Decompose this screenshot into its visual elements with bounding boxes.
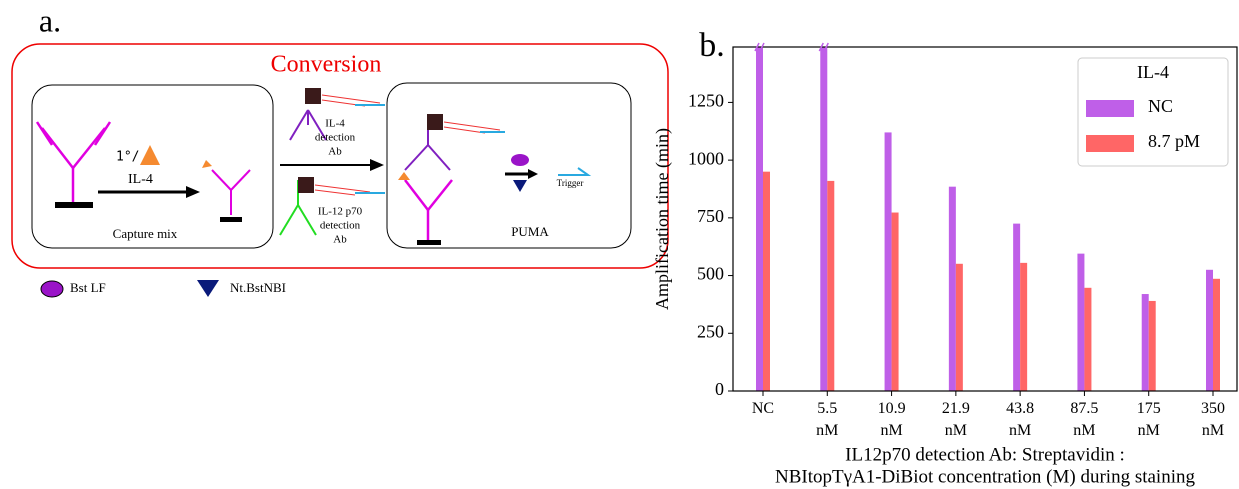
bar [1013,223,1021,391]
arrow-head [370,159,384,171]
capture-label: Capture mix [113,226,178,241]
bar [820,47,828,391]
bar [891,212,899,391]
surface [220,217,242,222]
sandwich-capture [404,179,453,240]
nt-icon [513,180,527,192]
bar [1020,262,1028,391]
bar [1213,278,1220,391]
y-axis-label: Amplification time (min) [652,128,673,310]
legend-label: Nt.BstNBI [230,280,286,295]
arrow-head [528,169,538,179]
legend-label: NC [1148,96,1173,116]
puma-label: PUMA [511,224,549,239]
x-tick-label: 87.5 nM [1070,400,1098,439]
x-tick-label: 21.9 nM [942,400,970,439]
bar [1148,300,1156,391]
panel-label: a. [39,2,61,38]
bar [1141,294,1149,391]
y-tick-label: 750 [697,206,724,226]
x-tick-label: 43.8 nM [1006,400,1034,439]
legend-swatch [1086,100,1134,117]
legend-label: 8.7 pM [1148,131,1200,151]
x-tick-label: 5.5 nM [816,400,838,439]
y-tick-label: 0 [715,379,724,399]
x-tick-label: 175 nM [1137,400,1161,439]
primary-label: 1°/ [116,150,139,165]
bst-icon [40,280,64,298]
il4-ab-line: Ab [328,146,342,158]
bar [948,186,956,391]
axes-frame [732,46,1238,392]
il4-icon [140,145,160,165]
il12-ab-line: detection [320,220,361,232]
sandwich-ab [404,130,451,171]
puma-box [386,82,632,249]
bar [884,132,892,391]
il4-detection-ab [289,109,327,141]
analyte-label: IL-4 [128,172,153,187]
conversion-box [11,43,669,269]
il4-icon [202,160,212,168]
x-axis-label: IL12p70 detection Ab: Streptavidin : [845,444,1125,465]
legend-title: IL-4 [1137,62,1169,82]
trigger-icon [558,167,592,176]
il4-ab-line: detection [315,132,356,144]
bar [955,263,963,391]
surface [417,240,441,245]
oligo [314,184,371,196]
legend-swatch [1086,135,1134,152]
legend-label: Bst LF [70,280,106,295]
x-tick-label: 350 nM [1201,400,1225,439]
oligo [443,121,501,134]
bar [827,180,835,391]
bar [763,171,770,391]
bst-icon [511,154,529,166]
panel-label: b. [699,27,725,64]
axis-break [754,42,765,52]
il4-icon [398,172,410,180]
bar [1084,287,1092,391]
x-tick-label: 10.9 nM [878,400,906,439]
arrow-head [186,186,200,198]
y-tick-label: 1250 [688,91,724,111]
il12-ab-line: IL-12 p70 [318,206,363,218]
surface [55,202,93,208]
x-axis-label: NBItopTγA1-DiBiot concentration (M) duri… [775,466,1195,487]
il4-ab-line: IL-4 [325,118,345,130]
bar [756,47,763,391]
capture-box [31,84,274,249]
y-tick-label: 1000 [688,148,724,168]
conversion-title: Conversion [271,52,382,78]
axis-break [818,42,829,52]
bar [1077,253,1085,391]
streptavidin [305,88,321,104]
y-tick-label: 250 [697,321,724,341]
trigger-label: Trigger [557,178,584,188]
x-tick-label: NC [752,400,774,417]
y-tick-label: 500 [697,264,724,284]
capture-antibody [35,121,112,202]
il12-ab-line: Ab [333,234,347,246]
bar [1206,269,1213,391]
bound-antibody [211,169,251,215]
streptavidin [298,177,314,193]
nt-icon [197,280,219,297]
streptavidin [427,114,443,130]
